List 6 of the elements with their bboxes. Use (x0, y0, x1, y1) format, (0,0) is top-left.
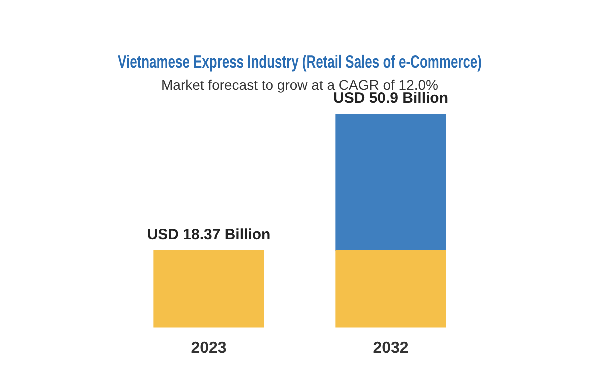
x-tick-label: 2032 (373, 340, 409, 357)
total-label: USD 50.9 Billion (333, 90, 449, 108)
total-label: USD 18.37 Billion (147, 226, 271, 244)
chart-subtitle: Market forecast to grow at a CAGR of 12.0% (161, 76, 439, 93)
x-tick-label: 2023 (191, 340, 227, 357)
chart-title: Vietnamese Express Industry (Retail Sales of e-Commerce) (118, 52, 482, 72)
